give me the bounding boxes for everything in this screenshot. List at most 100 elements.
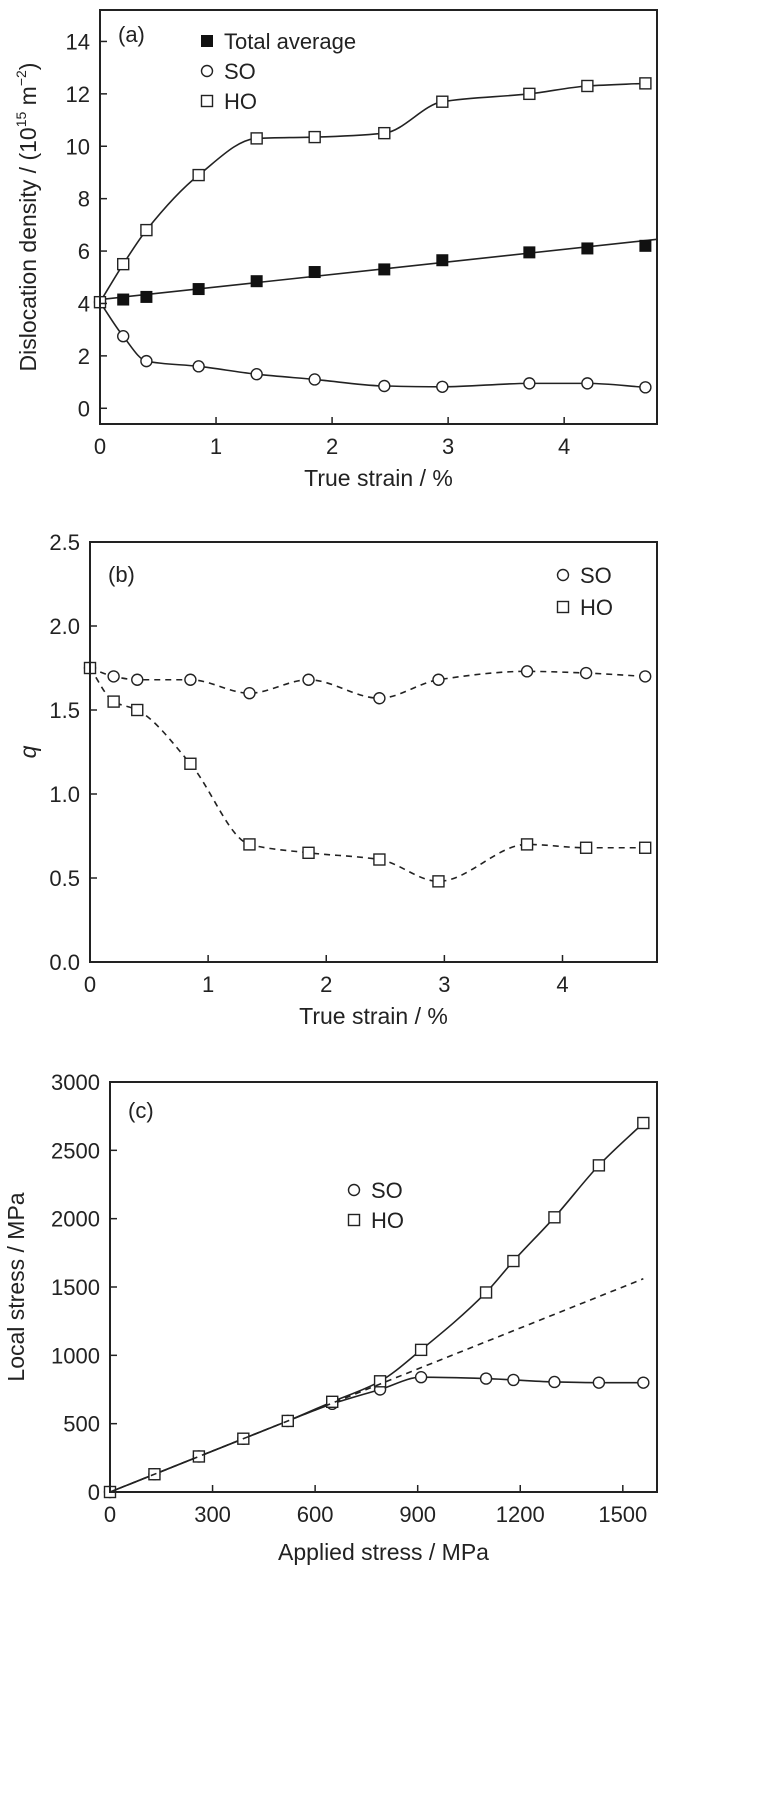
panel-a-y-tick-label: 0 [78, 396, 90, 421]
panel-c-series-1-point [548, 1211, 561, 1224]
panel-c-marks [103, 1116, 650, 1499]
panel-b-series-0-point [243, 687, 256, 700]
panel-a-series-1-point [436, 380, 449, 393]
panel-c-y-tick-label: 0 [88, 1480, 100, 1505]
panel-a-y-tick-label: 8 [78, 187, 90, 212]
panel-b-label: (b) [108, 562, 135, 587]
panel-b-y-tick-label: 2.5 [49, 530, 80, 555]
panel-a-series-1-point [250, 368, 263, 381]
panel-b-series-1-point [432, 875, 445, 888]
panel-c-legend-marker-1 [347, 1213, 361, 1227]
panel-b-x-tick-label: 4 [556, 972, 568, 997]
panel-a-plot-frame [99, 9, 658, 425]
panel-a-y-axis-label-base: Dislocation density / (10 [15, 127, 41, 371]
panel-c-reference-line [109, 1278, 644, 1493]
panel-b-series-1-point [579, 841, 593, 854]
panel-a-series-2-point [308, 130, 321, 144]
panel-a-y-tick-label: 6 [78, 239, 90, 264]
panel-c-series-0-point [637, 1376, 650, 1389]
panel-c-series-1-point [373, 1375, 387, 1388]
panel-a-series-2-point [117, 257, 130, 271]
panel-b-x-axis-label: True strain / % [299, 1003, 448, 1029]
panel-b-marks [83, 661, 652, 888]
panel-b-ticks: 0 1 2 3 4 0.0 0.5 1.0 1.5 2.0 2.5 [49, 530, 568, 997]
panel-b-legend-marker-1 [556, 600, 570, 614]
panel-a-series-2-point [639, 77, 652, 90]
panel-a-marks [93, 77, 658, 394]
panel-c-legend-entry-0: SO [371, 1178, 403, 1203]
panel-b-x-tick-label: 0 [84, 972, 96, 997]
panel-b-series-1-point [107, 695, 120, 708]
panel-b-y-tick-label: 1.0 [49, 782, 80, 807]
panel-c-series-1-point [414, 1343, 428, 1357]
panel-c-y-tick-label: 1500 [51, 1275, 100, 1300]
panel-b-series-1-line [89, 667, 646, 883]
panel-a-x-tick-label: 0 [94, 434, 106, 459]
panel-a-series-1-point [308, 373, 321, 386]
panel-c-x-tick-label: 600 [297, 1502, 334, 1527]
panel-a-series-0-point [523, 246, 536, 259]
panel-c-y-tick-label: 2000 [51, 1207, 100, 1232]
panel-a-y-tick-label: 2 [78, 344, 90, 369]
panel-a-series-1-point [192, 360, 205, 373]
panel-b-series-1-point [302, 846, 315, 859]
panel-b-y-tick-label: 1.5 [49, 698, 80, 723]
panel-b-legend: SO HO [556, 563, 613, 620]
panel-c-x-tick-label: 1200 [496, 1502, 545, 1527]
panel-c-y-tick-label: 500 [63, 1412, 100, 1437]
panel-b-plot-frame [89, 541, 658, 963]
panel-c-series-0-point [507, 1373, 520, 1387]
panel-b-series-1-point [184, 757, 197, 770]
panel-a-series-1-point [523, 377, 536, 390]
panel-b-legend-marker-0 [556, 568, 570, 582]
panel-a-series-2-point [581, 79, 594, 93]
panel-c-plot-frame [109, 1081, 658, 1493]
panel-b-series-0-point [184, 673, 197, 686]
panel-b-series-1-point [131, 703, 144, 717]
panel-a-y-axis-label: Dislocation density / (1015 m−2) [13, 63, 41, 372]
panel-a-y-axis-label-close: ) [15, 63, 41, 71]
panel-b-series-0-point [302, 673, 315, 686]
panel-c-x-tick-label: 0 [104, 1502, 116, 1527]
panel-a-series-1-point [639, 381, 652, 394]
panel-c-y-tick-label: 2500 [51, 1138, 100, 1163]
panel-a-y-axis-label-exponent-1: 15 [13, 112, 29, 128]
panel-a-series-1-line [99, 301, 646, 389]
panel-a-series-0-point [378, 263, 391, 276]
panel-b-series-1-point [520, 838, 534, 851]
panel-a-x-tick-label: 3 [442, 434, 454, 459]
panel-c-label: (c) [128, 1098, 154, 1123]
panel-b-x-tick-label: 2 [320, 972, 332, 997]
panel-c-y-tick-label: 1000 [51, 1343, 100, 1368]
panel-a-series-0-point [581, 242, 594, 255]
panel-b-series-0-point [432, 673, 445, 686]
panel-c-series-1-point [637, 1116, 650, 1130]
panel-a-series-1-point [117, 330, 130, 343]
panel-c-series-1-point [479, 1286, 493, 1299]
panel-b-x-tick-label: 3 [438, 972, 450, 997]
panel-c-ticks: 0 300 600 900 1200 1500 0 500 1000 1500 2000 2500 30… [51, 1070, 647, 1527]
panel-a-series-0-point [192, 283, 205, 296]
panel-a-legend-marker-0 [201, 35, 213, 47]
panel-c-y-axis-label: Local stress / MPa [3, 1192, 29, 1381]
panel-a-y-tick-label: 14 [66, 29, 90, 54]
panel-c-x-tick-label: 900 [399, 1502, 436, 1527]
panel-b-y-tick-label: 2.0 [49, 614, 80, 639]
panel-b-legend-entry-0: SO [580, 563, 612, 588]
panel-a-y-tick-label: 4 [78, 291, 90, 316]
panel-c-legend: SO HO [347, 1178, 404, 1233]
panel-c-series-1-point [192, 1450, 206, 1463]
panel-a-x-tick-label: 4 [558, 434, 570, 459]
panel-b-series-0-point [638, 670, 652, 683]
panel-a-legend-marker-2 [200, 94, 214, 108]
panel-c-legend-marker-0 [347, 1183, 361, 1197]
panel-c-series-1-point [507, 1254, 520, 1268]
panel-c-series-0-point [548, 1375, 561, 1389]
panel-c-x-axis-label: Applied stress / MPa [278, 1539, 489, 1565]
panel-b-y-tick-label: 0.0 [49, 950, 80, 975]
panel-c-x-tick-label: 300 [194, 1502, 231, 1527]
panel-a-y-axis-label-unit: m [15, 86, 41, 112]
